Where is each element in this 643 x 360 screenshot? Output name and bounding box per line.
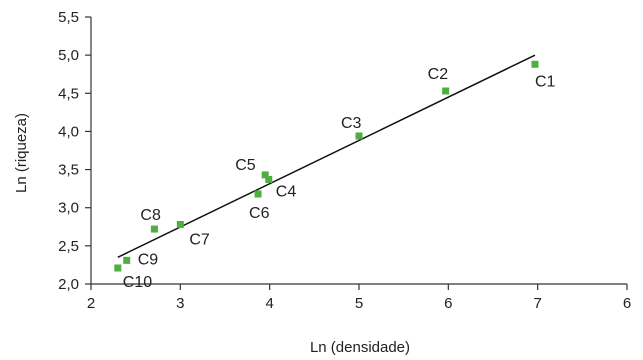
y-tick-label: 5,0 — [58, 47, 79, 64]
x-tick-label: 6 — [623, 295, 631, 312]
x-tick-label: 3 — [176, 295, 184, 312]
point-label-c7: C7 — [189, 231, 210, 248]
x-tick-label: 7 — [533, 295, 541, 312]
data-point-c1 — [531, 60, 539, 68]
y-tick-label: 2,5 — [58, 238, 79, 255]
y-axis-title: Ln (riqueza) — [13, 113, 30, 193]
y-tick-label: 3,5 — [58, 162, 79, 179]
x-tick-label: 6 — [444, 295, 452, 312]
y-tick-label: 3,0 — [58, 200, 79, 217]
y-tick-label: 4,0 — [58, 123, 79, 140]
y-tick-label: 5,5 — [58, 9, 79, 26]
point-label-c3: C3 — [341, 115, 362, 132]
point-label-c4: C4 — [276, 183, 297, 200]
point-label-c2: C2 — [428, 66, 449, 83]
y-tick-label: 4,5 — [58, 85, 79, 102]
point-label-c8: C8 — [140, 207, 161, 224]
point-label-c6: C6 — [249, 205, 270, 222]
trendline-group — [117, 54, 536, 258]
point-label-c10: C10 — [123, 274, 152, 291]
x-tick-label: 4 — [265, 295, 273, 312]
axes: 2 3 4 5 6 7 6 2,0 2,5 3,0 3,5 4,0 4,5 5,0 5,5 — [58, 9, 631, 312]
point-label-c5: C5 — [235, 157, 256, 174]
data-point-c2 — [442, 87, 450, 95]
y-tick-label: 2,0 — [58, 276, 79, 293]
data-point-c7 — [176, 220, 184, 228]
point-labels-group: C1 C2 C3 C4 C5 C6 C7 C8 C9 C10 — [123, 66, 556, 291]
x-tick-label: 2 — [87, 295, 95, 312]
data-point-c3 — [355, 132, 363, 140]
data-point-c10 — [114, 264, 122, 272]
data-point-c4 — [265, 175, 273, 183]
point-label-c1: C1 — [535, 73, 556, 90]
points-group — [114, 60, 539, 272]
data-point-c8 — [150, 225, 158, 233]
data-point-c6 — [254, 190, 262, 198]
point-label-c9: C9 — [138, 251, 159, 268]
trendline — [117, 54, 536, 258]
data-point-c9 — [123, 256, 131, 264]
x-axis-title: Ln (densidade) — [310, 339, 410, 356]
data-point-c5 — [261, 171, 269, 179]
x-tick-label: 5 — [355, 295, 363, 312]
